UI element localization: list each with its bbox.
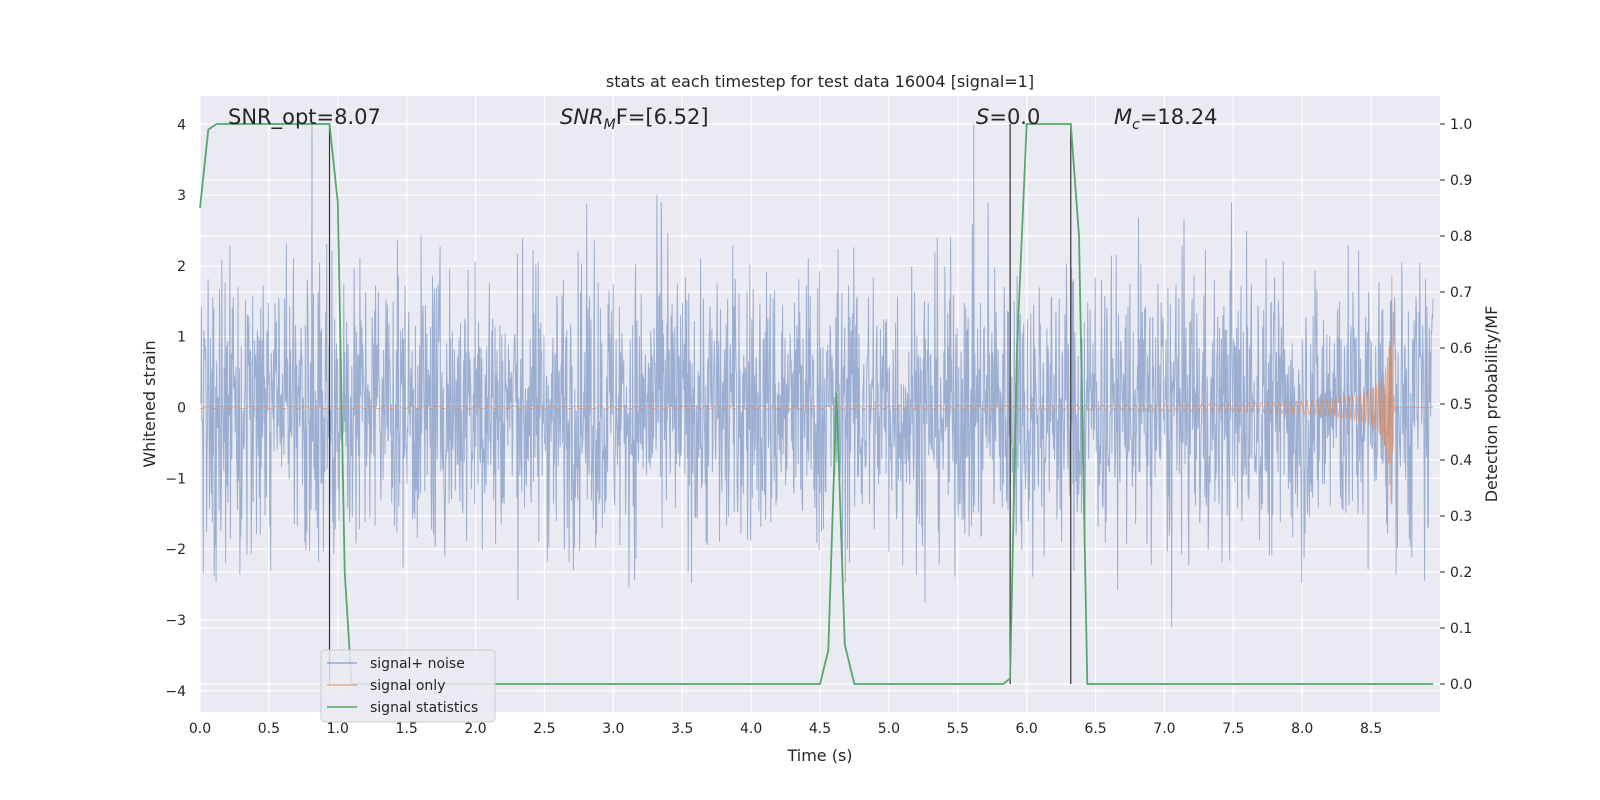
chart-title: stats at each timestep for test data 160… [606, 72, 1034, 91]
signal-only-line [199, 275, 1434, 503]
legend-box [320, 649, 496, 723]
x-tick-label: 7.0 [1153, 721, 1175, 737]
y-tick-label-right: 0.2 [1450, 565, 1472, 581]
y-tick-label-left: −3 [165, 613, 186, 629]
y-tick-label-right: 0.7 [1450, 285, 1472, 301]
y-tick-label-left: 0 [177, 401, 186, 417]
s-base: S [976, 105, 989, 129]
legend-label-noise: signal+ noise [370, 656, 465, 672]
s-annotation: S=0.0 [976, 105, 1040, 129]
y-tick-label-left: 4 [177, 117, 186, 133]
x-tick-label: 1.0 [327, 721, 349, 737]
snr-opt-annotation: SNR_opt=8.07 [228, 105, 381, 130]
mc-sub: c [1132, 117, 1140, 133]
legend: signal+ noise signal only signal statist… [320, 649, 496, 723]
mc-rest: =18.24 [1140, 105, 1218, 129]
signal-statistics-series [199, 123, 1434, 685]
axis-ticks: 0.0 0.5 1.0 1.5 2.0 2.5 3.0 3.5 4.0 4.5 5.0 5.5 6.0 6… [165, 117, 1472, 737]
y-tick-label-right: 0.1 [1450, 621, 1472, 637]
x-tick-label: 8.0 [1291, 721, 1313, 737]
x-tick-label: 0.5 [258, 721, 280, 737]
y-tick-label-right: 1.0 [1450, 117, 1472, 133]
y-tick-label-left: 1 [177, 330, 186, 346]
snr-mf-annotation: SNRMF=[6.52] [560, 105, 709, 133]
y-axis-label-left: Whitened strain [140, 340, 159, 467]
signal-only-series [199, 275, 1434, 503]
x-tick-label: 3.0 [602, 721, 624, 737]
y-tick-label-left: 2 [177, 259, 186, 275]
noise-series [199, 124, 1434, 628]
y-tick-label-right: 0.5 [1450, 397, 1472, 413]
y-axis-label-right: Detection probability/MF [1482, 306, 1501, 503]
mc-annotation: Mc=18.24 [1114, 105, 1218, 133]
x-tick-label: 2.0 [464, 721, 486, 737]
x-tick-label: 5.0 [878, 721, 900, 737]
vertical-markers [328, 124, 1072, 684]
snr-mf-rest: F=[6.52] [616, 105, 709, 129]
x-tick-label: 7.5 [1222, 721, 1244, 737]
y-tick-label-right: 0.3 [1450, 509, 1472, 525]
y-tick-label-right: 0.6 [1450, 341, 1472, 357]
y-tick-label-right: 0.8 [1450, 229, 1472, 245]
x-tick-label: 1.5 [396, 721, 418, 737]
snr-mf-sub: M [604, 117, 616, 133]
legend-label-signal: signal only [370, 678, 445, 694]
x-axis-label: Time (s) [786, 746, 852, 765]
s-rest: =0.0 [989, 105, 1040, 129]
x-tick-label: 0.0 [189, 721, 211, 737]
x-tick-label: 8.5 [1360, 721, 1382, 737]
x-tick-label: 2.5 [533, 721, 555, 737]
y-tick-label-left: −2 [165, 542, 186, 558]
mc-base: M [1114, 105, 1132, 129]
y-tick-label-right: 0.0 [1450, 677, 1472, 693]
snr-mf-base: SNR [560, 105, 604, 129]
x-tick-label: 6.5 [1084, 721, 1106, 737]
y-tick-label-left: −4 [165, 684, 186, 700]
signal-statistics-line [199, 123, 1434, 685]
y-tick-label-right: 0.9 [1450, 173, 1472, 189]
y-tick-label-left: −1 [165, 471, 186, 487]
x-tick-label: 4.5 [809, 721, 831, 737]
y-tick-label-left: 3 [177, 188, 186, 204]
x-tick-label: 6.0 [1016, 721, 1038, 737]
x-tick-label: 3.5 [671, 721, 693, 737]
legend-label-stats: signal statistics [370, 700, 478, 716]
signal-noise-line [199, 124, 1434, 628]
y-tick-label-right: 0.4 [1450, 453, 1472, 469]
x-tick-label: 4.0 [740, 721, 762, 737]
x-tick-label: 5.5 [947, 721, 969, 737]
